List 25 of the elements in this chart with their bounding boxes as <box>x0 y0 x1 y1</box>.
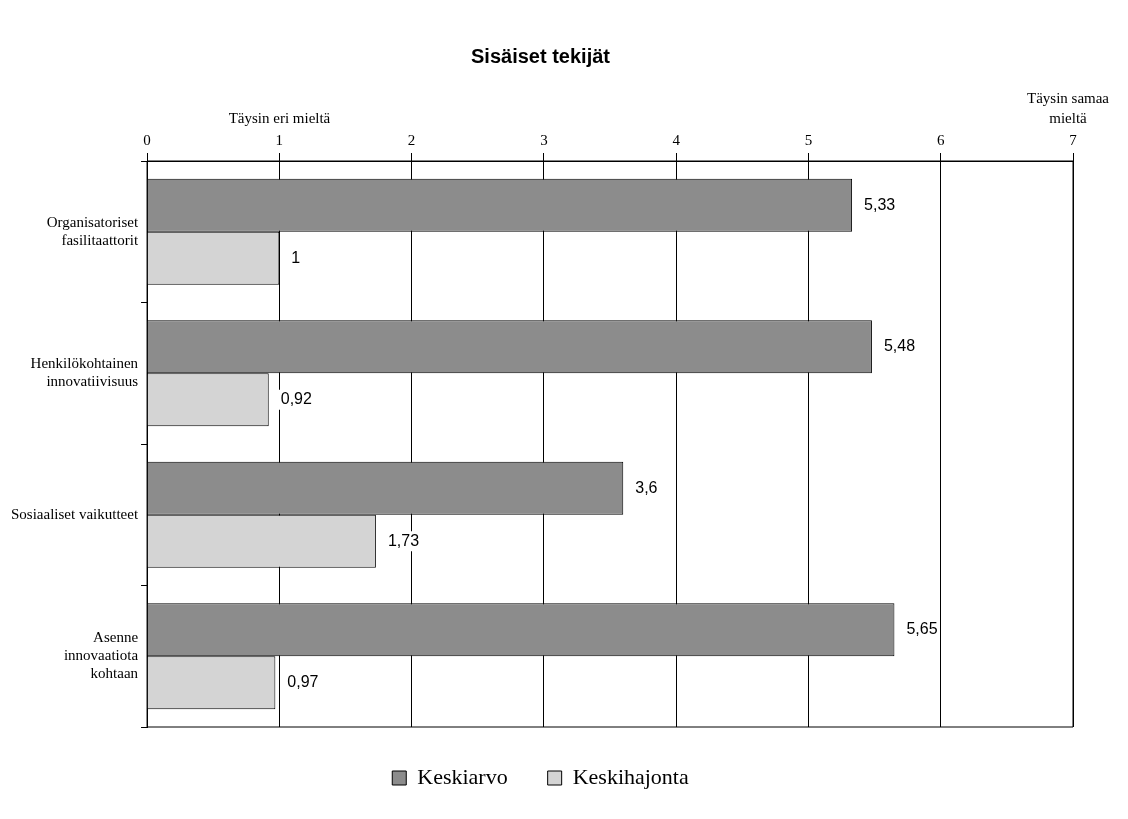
data-label: 5,33 <box>864 195 896 213</box>
legend-label: Keskiarvo <box>417 763 508 789</box>
x-tick-label: 7 <box>1069 131 1078 148</box>
text: Täysin samaa mieltä <box>1026 90 1110 126</box>
data-label: 1 <box>291 248 301 266</box>
data-label: 0,92 <box>280 390 312 408</box>
y-tick-label: Organisatoriset fasilitaattorit <box>46 213 139 248</box>
x-tick-label: 5 <box>804 131 813 148</box>
x-tick-label: 1 <box>275 131 284 148</box>
x-tick-label: 6 <box>936 131 945 148</box>
data-label: 5,48 <box>883 337 916 355</box>
y-tick-label: Asenne innovaatiota kohtaan <box>63 629 139 682</box>
data-label: 5,65 <box>906 620 938 638</box>
x-tick-label: 0 <box>143 131 151 148</box>
x-tick-label: 3 <box>540 131 548 148</box>
chart-title: Sisäiset tekijät <box>471 44 611 67</box>
y-tick-label: Henkilökohtainen innovatiivisuus <box>30 355 139 390</box>
legend-label: Keskihajonta <box>572 763 689 789</box>
x-tick-label: 4 <box>672 131 681 148</box>
x-tick-label: 2 <box>407 131 416 148</box>
data-label: 1,73 <box>387 531 420 549</box>
text: Täysin eri mieltä <box>228 110 331 126</box>
data-label: 3,6 <box>635 478 658 496</box>
y-tick-label: Sosiaaliset vaikutteet <box>10 505 139 522</box>
data-label: 0,97 <box>287 673 319 691</box>
